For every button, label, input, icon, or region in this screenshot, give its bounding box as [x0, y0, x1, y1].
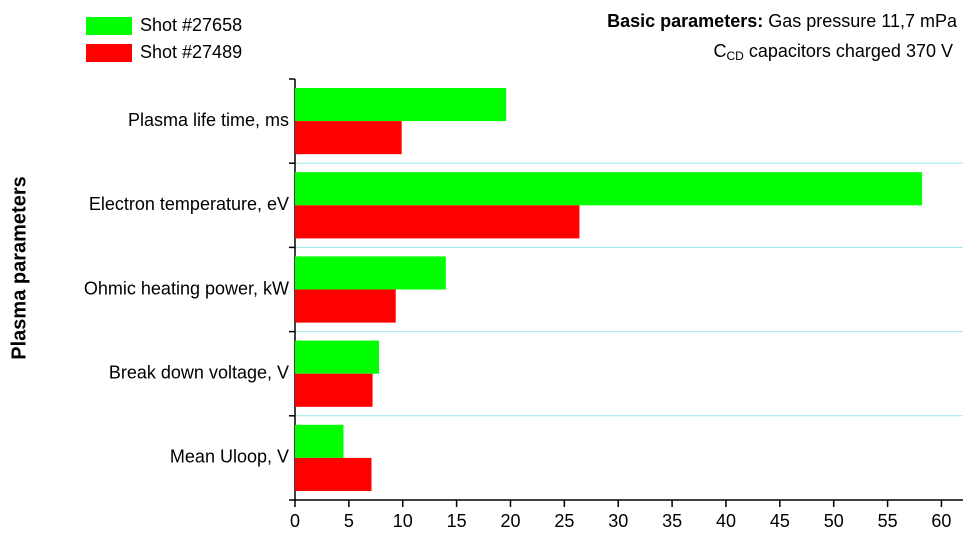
- x-tick-label: 50: [824, 511, 844, 531]
- x-tick-label: 10: [393, 511, 413, 531]
- chart-subtitle: CCD capacitors charged 370 V: [714, 41, 953, 63]
- x-tick-label: 0: [290, 511, 300, 531]
- x-tick-label: 20: [500, 511, 520, 531]
- x-tick-label: 25: [554, 511, 574, 531]
- x-tick-label: 55: [878, 511, 898, 531]
- y-tick-label: Electron temperature, eV: [89, 194, 289, 214]
- y-tick-label: Plasma life time, ms: [128, 110, 289, 130]
- x-tick-label: 35: [662, 511, 682, 531]
- x-tick-label: 45: [770, 511, 790, 531]
- y-axis-label: Plasma parameters: [8, 176, 30, 359]
- bar: [295, 457, 372, 491]
- x-tick-label: 30: [608, 511, 628, 531]
- bar: [295, 121, 402, 155]
- bar: [295, 205, 580, 239]
- bar: [295, 373, 373, 407]
- legend-swatch: [86, 44, 132, 62]
- bar: [295, 88, 507, 122]
- subtitle-symbol: C: [714, 41, 727, 61]
- y-tick-label: Break down voltage, V: [109, 362, 289, 382]
- bar: [295, 289, 396, 323]
- subtitle-rest: capacitors charged 370 V: [749, 41, 953, 61]
- chart-title: Basic parameters: Gas pressure 11,7 mPa: [607, 11, 958, 31]
- y-tick-label: Ohmic heating power, kW: [84, 278, 289, 298]
- x-tick-label: 15: [447, 511, 467, 531]
- legend-label: Shot #27658: [140, 15, 242, 35]
- subtitle-subscript: CD: [727, 49, 745, 63]
- legend-swatch: [86, 17, 132, 35]
- x-tick-label: 40: [716, 511, 736, 531]
- x-tick-label: 60: [931, 511, 951, 531]
- title-label: Basic parameters:: [607, 11, 763, 31]
- legend-label: Shot #27489: [140, 42, 242, 62]
- bar: [295, 424, 344, 458]
- x-tick-label: 5: [344, 511, 354, 531]
- bar: [295, 172, 923, 206]
- y-tick-label: Mean Uloop, V: [170, 447, 289, 467]
- bar: [295, 256, 446, 290]
- bar: [295, 340, 380, 374]
- title-line: Gas pressure 11,7 mPa: [768, 11, 958, 31]
